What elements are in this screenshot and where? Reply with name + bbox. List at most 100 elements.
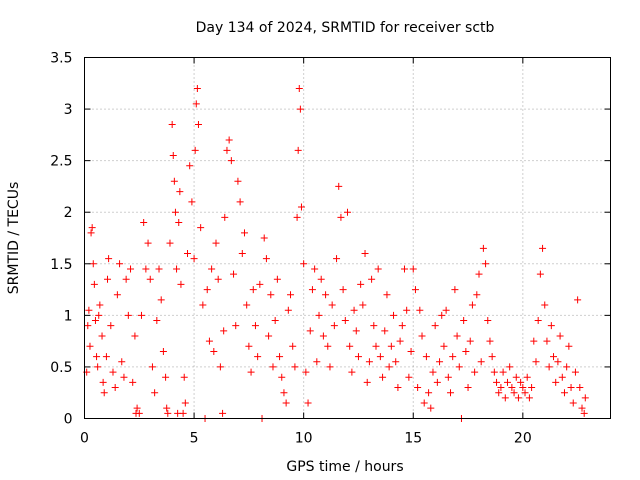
data-point xyxy=(163,404,171,412)
data-point xyxy=(322,291,330,299)
data-point xyxy=(254,353,262,361)
data-point xyxy=(411,286,419,294)
x-tick-label: 0 xyxy=(80,431,89,447)
data-point xyxy=(265,332,273,340)
data-point xyxy=(197,224,205,232)
data-point xyxy=(532,358,540,366)
data-point xyxy=(287,291,295,299)
data-point xyxy=(271,317,279,325)
data-point xyxy=(282,399,290,407)
data-point xyxy=(379,373,387,381)
data-point xyxy=(394,384,402,392)
data-point xyxy=(547,322,555,330)
data-point xyxy=(256,280,264,288)
data-point xyxy=(116,260,124,268)
data-point xyxy=(510,389,518,397)
data-point xyxy=(451,286,459,294)
y-tick-label: 2.5 xyxy=(50,154,72,170)
data-point xyxy=(212,239,220,247)
data-point xyxy=(324,342,332,350)
data-point xyxy=(475,270,483,278)
data-point xyxy=(506,363,514,371)
data-point xyxy=(385,363,393,371)
data-point xyxy=(418,332,426,340)
data-point xyxy=(306,327,314,335)
data-point xyxy=(146,275,154,283)
data-point xyxy=(278,373,286,381)
data-point xyxy=(339,286,347,294)
data-point xyxy=(363,378,371,386)
x-axis-label: GPS time / hours xyxy=(286,459,403,475)
data-point xyxy=(232,322,240,330)
data-point xyxy=(503,378,511,386)
data-point xyxy=(361,249,369,257)
data-point xyxy=(337,213,345,221)
data-point xyxy=(567,384,575,392)
data-point xyxy=(240,229,248,237)
data-point xyxy=(225,136,233,144)
data-point xyxy=(519,384,527,392)
data-point xyxy=(269,363,277,371)
data-point xyxy=(581,394,589,402)
grid xyxy=(84,57,611,419)
data-point xyxy=(539,244,547,252)
data-point xyxy=(381,327,389,335)
data-point xyxy=(243,301,251,309)
data-point xyxy=(104,275,112,283)
data-point xyxy=(155,265,163,273)
data-point xyxy=(102,353,110,361)
data-point xyxy=(186,162,194,170)
data-point xyxy=(580,409,588,417)
data-point xyxy=(137,311,145,319)
data-point xyxy=(341,317,349,325)
x-tick-label: 20 xyxy=(514,431,532,447)
data-point xyxy=(359,301,367,309)
data-point xyxy=(171,208,179,216)
y-axis-label: SRMTID / TECUs xyxy=(6,182,22,295)
data-point xyxy=(169,151,177,159)
data-point xyxy=(335,182,343,190)
data-point xyxy=(223,146,231,154)
data-point xyxy=(236,198,244,206)
data-point xyxy=(289,342,297,350)
data-point xyxy=(563,363,571,371)
x-tick-label: 15 xyxy=(404,431,422,447)
data-point xyxy=(205,337,213,345)
x-tick-labels: 0 5 10 15 20 xyxy=(80,431,532,447)
data-point xyxy=(194,121,202,129)
data-point xyxy=(466,337,474,345)
data-point xyxy=(545,363,553,371)
data-point xyxy=(444,373,452,381)
data-point xyxy=(280,389,288,397)
data-point xyxy=(166,239,174,247)
data-point xyxy=(93,353,101,361)
data-point xyxy=(431,322,439,330)
data-point xyxy=(113,291,121,299)
data-point xyxy=(525,394,533,402)
data-point xyxy=(291,363,299,371)
data-point xyxy=(440,342,448,350)
data-point xyxy=(221,213,229,221)
data-point xyxy=(543,337,551,345)
data-point xyxy=(179,409,187,417)
plot-frame xyxy=(84,57,611,419)
data-point xyxy=(105,255,113,263)
data-point xyxy=(344,208,351,216)
data-point xyxy=(304,399,312,407)
data-point xyxy=(569,399,577,407)
data-point xyxy=(484,317,492,325)
data-point xyxy=(86,342,94,350)
data-point xyxy=(541,301,549,309)
data-point xyxy=(528,384,536,392)
data-point xyxy=(530,337,538,345)
data-point xyxy=(170,177,178,185)
data-point xyxy=(468,301,476,309)
data-point xyxy=(517,378,525,386)
data-point xyxy=(442,306,450,314)
data-point xyxy=(300,260,308,268)
data-point xyxy=(190,255,198,263)
data-point xyxy=(284,306,292,314)
data-point xyxy=(490,368,498,376)
data-point xyxy=(84,322,92,330)
data-point xyxy=(249,286,257,294)
